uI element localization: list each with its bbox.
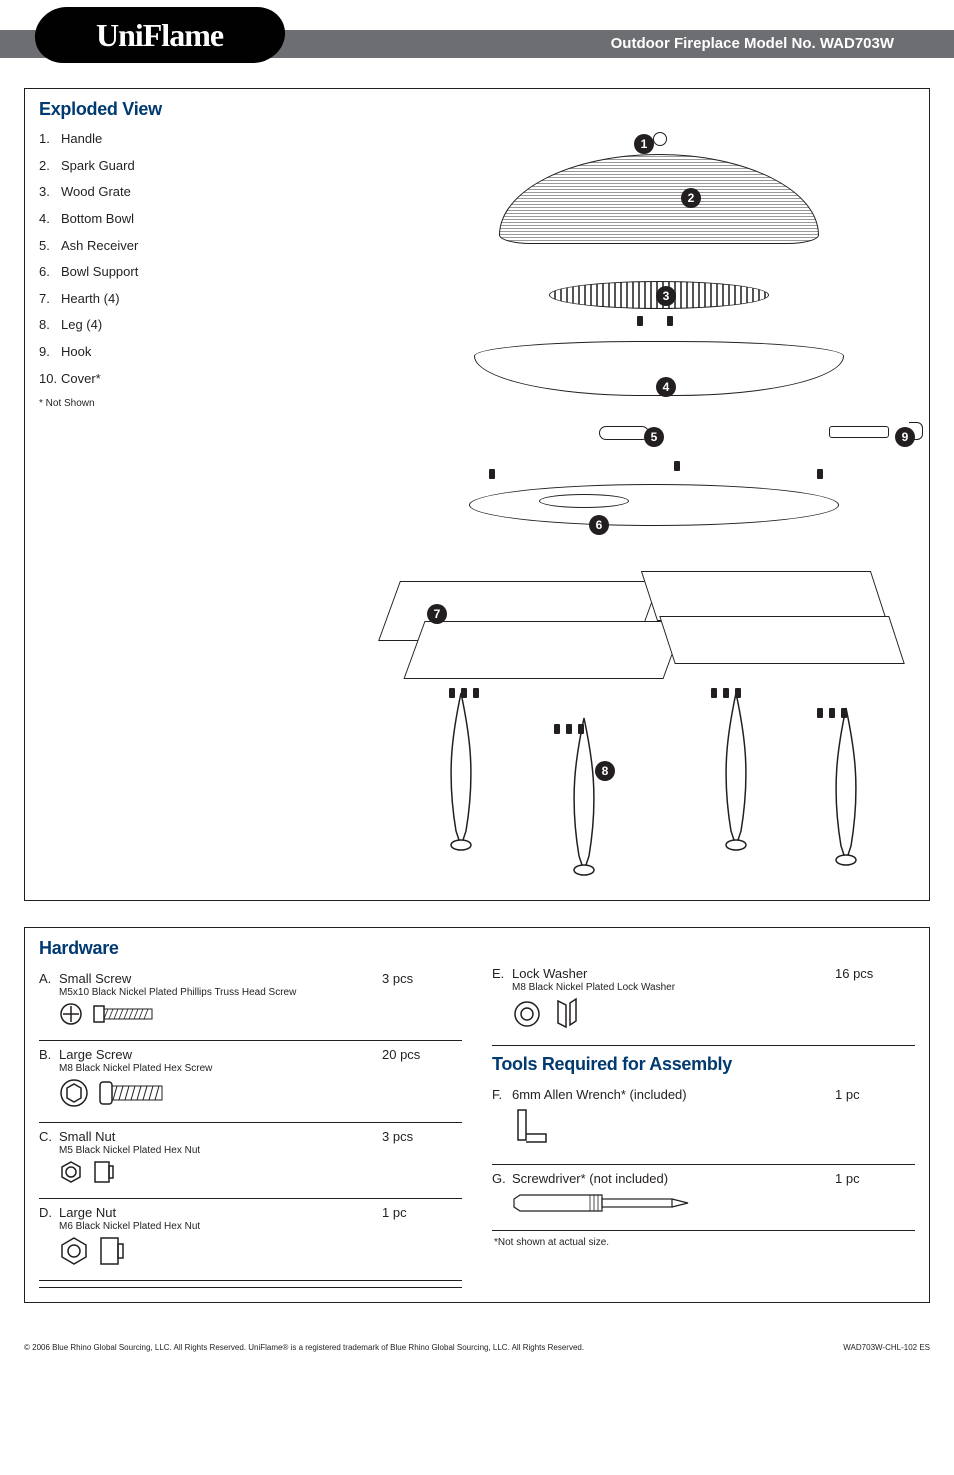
part-item: 8.Leg (4) <box>39 312 249 339</box>
diagram-leg <box>719 691 753 851</box>
part-item: 1.Handle <box>39 126 249 153</box>
diagram-handle <box>653 132 667 146</box>
diagram-bolt <box>735 688 741 698</box>
callout-7: 7 <box>427 604 447 624</box>
exploded-diagram: 1 2 3 4 5 6 7 8 9 <box>249 126 915 886</box>
diagram-hearth <box>659 616 905 664</box>
hardware-panel: Hardware A. Small Screw 3 pcs M5x10 Blac… <box>24 927 930 1303</box>
nut-small-icon <box>59 1160 462 1184</box>
part-item: 10.Cover* <box>39 366 249 393</box>
diagram-bolt <box>674 461 680 471</box>
diagram-bolt <box>637 316 643 326</box>
diagram-leg <box>444 691 478 851</box>
diagram-bolt <box>829 708 835 718</box>
diagram-bolt <box>461 688 467 698</box>
diagram-spark-guard <box>499 154 819 244</box>
footer-docid: WAD703W-CHL-102 ES <box>843 1343 930 1352</box>
screwdriver-icon <box>512 1190 915 1216</box>
callout-2: 2 <box>681 188 701 208</box>
part-item: 7.Hearth (4) <box>39 286 249 313</box>
diagram-bolt <box>489 469 495 479</box>
callout-1: 1 <box>634 134 654 154</box>
hardware-item: A. Small Screw 3 pcs M5x10 Black Nickel … <box>39 965 462 1041</box>
hardware-column-right: E. Lock Washer 16 pcs M8 Black Nickel Pl… <box>492 938 915 1288</box>
part-item: 5.Ash Receiver <box>39 233 249 260</box>
part-item: 6.Bowl Support <box>39 259 249 286</box>
lock-washer-icon <box>512 997 915 1031</box>
callout-5: 5 <box>644 427 664 447</box>
callout-8: 8 <box>595 761 615 781</box>
diagram-bolt <box>723 688 729 698</box>
diagram-ash-receiver <box>599 426 649 440</box>
diagram-bolt <box>554 724 560 734</box>
footer-copyright: © 2006 Blue Rhino Global Sourcing, LLC. … <box>24 1343 584 1352</box>
tools-title: Tools Required for Assembly <box>492 1054 915 1075</box>
callout-6: 6 <box>589 515 609 535</box>
part-item: 2.Spark Guard <box>39 153 249 180</box>
hardware-item: E. Lock Washer 16 pcs M8 Black Nickel Pl… <box>492 960 915 1046</box>
diagram-bolt <box>566 724 572 734</box>
part-item: 4.Bottom Bowl <box>39 206 249 233</box>
diagram-bolt <box>711 688 717 698</box>
exploded-view-title: Exploded View <box>39 99 915 120</box>
page-footer: © 2006 Blue Rhino Global Sourcing, LLC. … <box>0 1339 954 1372</box>
part-item: 3.Wood Grate <box>39 179 249 206</box>
diagram-hearth <box>403 621 684 679</box>
brand-logo: UniFlame <box>33 7 287 63</box>
diagram-leg <box>567 716 601 876</box>
diagram-hearth <box>641 571 887 621</box>
screw-hex-icon <box>59 1078 462 1108</box>
diagram-bolt <box>473 688 479 698</box>
exploded-view-panel: Exploded View 1.Handle 2.Spark Guard 3.W… <box>24 88 930 901</box>
diagram-bolt <box>817 469 823 479</box>
screw-phillips-icon <box>59 1002 462 1026</box>
callout-4: 4 <box>656 377 676 397</box>
hardware-item: B. Large Screw 20 pcs M8 Black Nickel Pl… <box>39 1041 462 1123</box>
diagram-bowl-support-inner <box>539 494 629 508</box>
header-title: Outdoor Fireplace Model No. WAD703W <box>611 35 894 52</box>
diagram-bolt <box>667 316 673 326</box>
diagram-bolt <box>841 708 847 718</box>
diagram-bolt <box>449 688 455 698</box>
diagram-bowl-support <box>469 484 839 526</box>
nut-large-icon <box>59 1236 462 1266</box>
diagram-bolt <box>817 708 823 718</box>
parts-footnote: * Not Shown <box>39 394 249 415</box>
page-header: UniFlame Outdoor Fireplace Model No. WAD… <box>0 0 954 70</box>
allen-wrench-icon <box>512 1106 915 1150</box>
hardware-column-left: Hardware A. Small Screw 3 pcs M5x10 Blac… <box>39 938 462 1288</box>
callout-3: 3 <box>656 286 676 306</box>
brand-logo-text: UniFlame <box>96 17 223 54</box>
tool-item: G. Screwdriver* (not included) 1 pc <box>492 1165 915 1231</box>
diagram-bolt <box>578 724 584 734</box>
callout-9: 9 <box>895 427 915 447</box>
diagram-leg <box>829 706 863 866</box>
diagram-hook <box>829 426 889 438</box>
hardware-title: Hardware <box>39 938 462 959</box>
tool-note: *Not shown at actual size. <box>494 1237 915 1248</box>
hardware-item: C. Small Nut 3 pcs M5 Black Nickel Plate… <box>39 1123 462 1199</box>
parts-list: 1.Handle 2.Spark Guard 3.Wood Grate 4.Bo… <box>39 126 249 886</box>
hardware-item: D. Large Nut 1 pc M6 Black Nickel Plated… <box>39 1199 462 1281</box>
tool-item: F. 6mm Allen Wrench* (included) 1 pc <box>492 1081 915 1165</box>
part-item: 9.Hook <box>39 339 249 366</box>
